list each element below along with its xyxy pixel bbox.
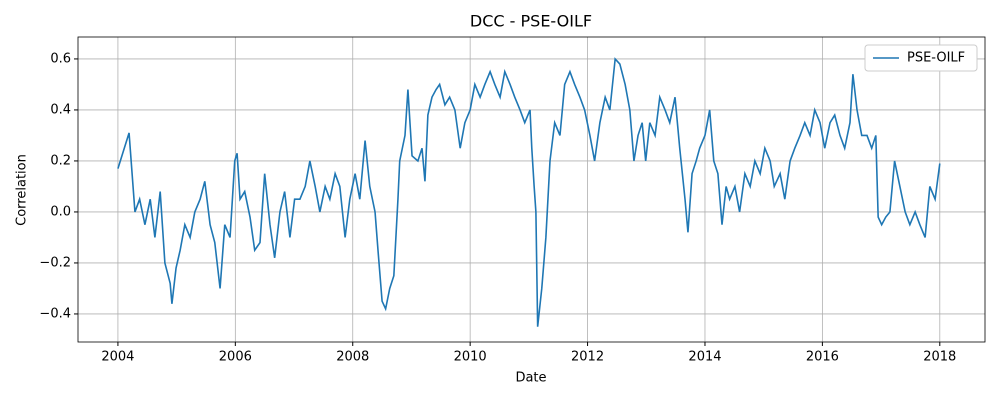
x-tick-label: 2006 <box>219 350 252 365</box>
x-tick-label: 2008 <box>336 350 369 365</box>
legend-label: PSE-OILF <box>907 51 965 66</box>
x-axis-label: Date <box>515 371 546 386</box>
plot-frame <box>77 36 986 343</box>
y-tick-label: 0.4 <box>50 102 71 117</box>
x-tick-label: 2004 <box>101 350 134 365</box>
y-tick-label: −0.4 <box>39 306 71 321</box>
line <box>117 57 941 327</box>
x-tick-label: 2018 <box>923 350 956 365</box>
x-tick-label: 2016 <box>806 350 839 365</box>
y-tick-label: 0.6 <box>50 51 71 66</box>
y-tick-label: −0.2 <box>39 255 71 270</box>
y-tick-label: 0.2 <box>50 153 71 168</box>
y-tick-label: 0.0 <box>50 204 71 219</box>
y-axis-label: Correlation <box>15 154 30 226</box>
x-tick-label: 2014 <box>688 350 721 365</box>
x-tick-label: 2012 <box>571 350 604 365</box>
chart-title: DCC - PSE-OILF <box>470 12 592 31</box>
legend-box <box>864 44 978 72</box>
x-tick-label: 2010 <box>454 350 487 365</box>
